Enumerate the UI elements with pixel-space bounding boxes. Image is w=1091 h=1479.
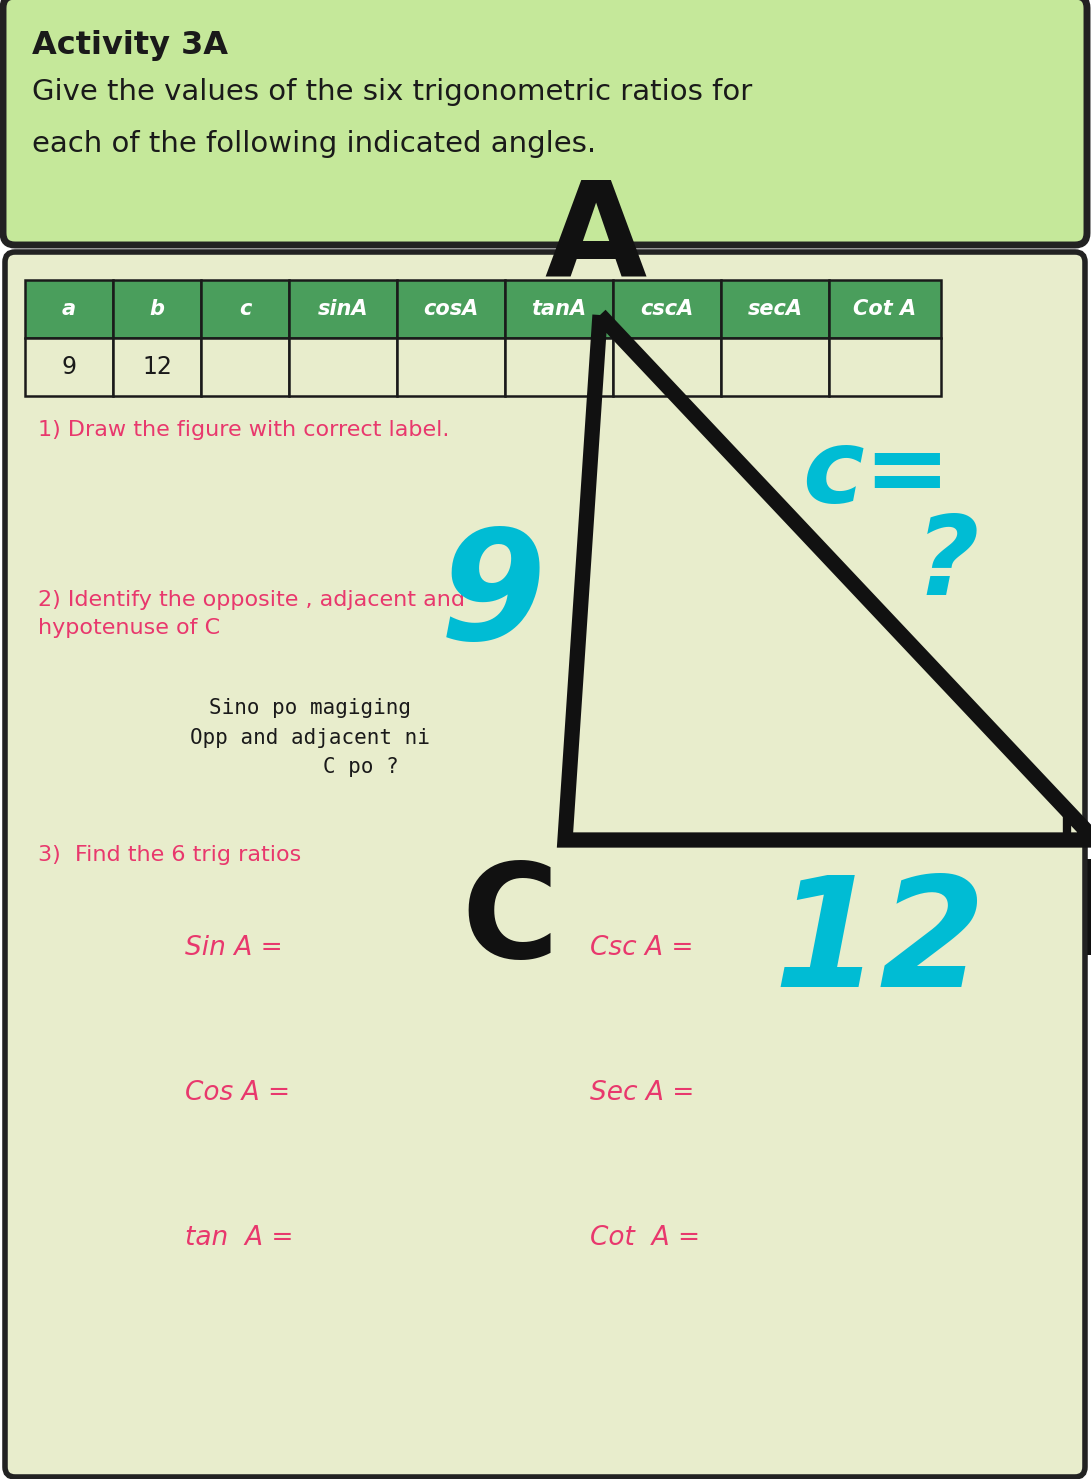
Text: a: a bbox=[62, 299, 76, 319]
Text: Give the values of the six trigonometric ratios for: Give the values of the six trigonometric… bbox=[32, 78, 753, 106]
Text: 2) Identify the opposite , adjacent and
hypotenuse of C: 2) Identify the opposite , adjacent and … bbox=[38, 590, 465, 637]
Text: each of the following indicated angles.: each of the following indicated angles. bbox=[32, 130, 596, 158]
Text: Cos A =: Cos A = bbox=[185, 1080, 290, 1106]
Text: c=: c= bbox=[802, 424, 951, 525]
Bar bbox=[201, 339, 289, 396]
FancyBboxPatch shape bbox=[3, 0, 1087, 246]
Text: b: b bbox=[149, 299, 165, 319]
Text: 1) Draw the figure with correct label.: 1) Draw the figure with correct label. bbox=[38, 420, 449, 439]
Text: 12: 12 bbox=[774, 870, 986, 1019]
Text: Csc A =: Csc A = bbox=[590, 935, 694, 961]
Bar bbox=[113, 339, 201, 396]
Text: A: A bbox=[544, 176, 646, 303]
Text: Cot  A =: Cot A = bbox=[590, 1225, 700, 1251]
Bar bbox=[397, 339, 505, 396]
Bar bbox=[201, 280, 289, 339]
Bar bbox=[113, 280, 201, 339]
Bar bbox=[289, 280, 397, 339]
Text: tanA: tanA bbox=[531, 299, 587, 319]
Text: cosA: cosA bbox=[423, 299, 479, 319]
Bar bbox=[613, 339, 721, 396]
Bar bbox=[829, 339, 942, 396]
Text: 12: 12 bbox=[142, 355, 172, 379]
Text: tan  A =: tan A = bbox=[185, 1225, 293, 1251]
FancyBboxPatch shape bbox=[5, 251, 1086, 1478]
Text: secA: secA bbox=[747, 299, 803, 319]
Bar bbox=[613, 280, 721, 339]
Text: sinA: sinA bbox=[317, 299, 369, 319]
Text: Sin A =: Sin A = bbox=[185, 935, 283, 961]
Bar bbox=[505, 339, 613, 396]
Text: 9: 9 bbox=[440, 524, 546, 671]
Bar bbox=[721, 280, 829, 339]
Bar bbox=[289, 339, 397, 396]
Text: Sino po magiging
Opp and adjacent ni
        C po ?: Sino po magiging Opp and adjacent ni C p… bbox=[190, 698, 430, 776]
Bar bbox=[397, 280, 505, 339]
Text: C: C bbox=[461, 858, 559, 985]
Text: 3)  Find the 6 trig ratios: 3) Find the 6 trig ratios bbox=[38, 845, 301, 865]
Bar bbox=[505, 280, 613, 339]
Text: cscA: cscA bbox=[640, 299, 694, 319]
Text: Sec A =: Sec A = bbox=[590, 1080, 694, 1106]
Bar bbox=[829, 280, 942, 339]
Text: c: c bbox=[239, 299, 251, 319]
Text: B: B bbox=[1075, 855, 1091, 982]
Text: Cot A: Cot A bbox=[853, 299, 916, 319]
Text: 9: 9 bbox=[61, 355, 76, 379]
Bar bbox=[721, 339, 829, 396]
Text: Activity 3A: Activity 3A bbox=[32, 30, 228, 61]
Bar bbox=[25, 280, 113, 339]
Text: ?: ? bbox=[914, 512, 979, 618]
Bar bbox=[25, 339, 113, 396]
